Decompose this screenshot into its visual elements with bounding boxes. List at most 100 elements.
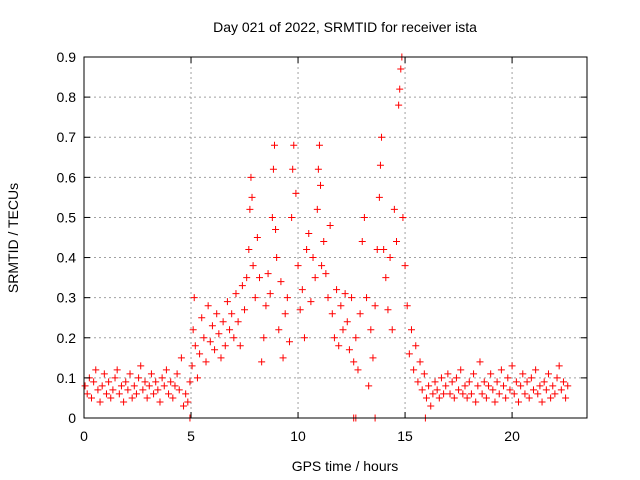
data-point bbox=[273, 254, 281, 262]
data-point bbox=[122, 378, 130, 386]
data-point bbox=[243, 274, 251, 282]
data-point bbox=[238, 282, 246, 290]
data-point bbox=[559, 378, 567, 386]
data-point bbox=[177, 354, 185, 362]
data-point bbox=[272, 225, 280, 233]
data-point bbox=[341, 290, 349, 298]
y-tick-label: 0.9 bbox=[57, 49, 77, 65]
data-point bbox=[328, 310, 336, 318]
data-point bbox=[433, 386, 441, 394]
data-point bbox=[446, 390, 454, 398]
data-point bbox=[314, 165, 322, 173]
data-point bbox=[396, 85, 404, 93]
data-point bbox=[90, 378, 98, 386]
data-point bbox=[480, 378, 488, 386]
data-point bbox=[467, 390, 475, 398]
data-point bbox=[437, 374, 445, 382]
data-point bbox=[200, 334, 208, 342]
data-point bbox=[120, 398, 128, 406]
data-point bbox=[264, 270, 272, 278]
data-point bbox=[382, 274, 390, 282]
data-point bbox=[470, 370, 478, 378]
data-point bbox=[309, 254, 317, 262]
data-point bbox=[196, 350, 204, 358]
data-point bbox=[141, 378, 149, 386]
y-tick-label: 0.1 bbox=[57, 370, 77, 386]
data-point bbox=[502, 394, 510, 402]
data-point bbox=[234, 318, 242, 326]
data-point bbox=[182, 390, 190, 398]
data-point bbox=[202, 358, 210, 366]
data-point bbox=[130, 382, 138, 390]
data-point bbox=[241, 306, 249, 314]
y-tick-labels: 0 0.1 0.2 0.3 0.4 0.5 0.6 0.7 0.8 0.9 bbox=[57, 49, 77, 426]
data-point bbox=[360, 213, 368, 221]
data-point bbox=[476, 358, 484, 366]
data-point bbox=[478, 390, 486, 398]
data-point bbox=[191, 342, 199, 350]
data-point bbox=[472, 398, 480, 406]
data-point bbox=[83, 390, 91, 398]
data-point bbox=[245, 246, 253, 254]
data-point bbox=[305, 229, 313, 237]
data-point bbox=[296, 306, 304, 314]
data-point bbox=[450, 394, 458, 402]
data-point bbox=[154, 386, 162, 394]
data-point bbox=[363, 294, 371, 302]
data-point bbox=[193, 374, 201, 382]
data-point bbox=[474, 382, 482, 390]
data-point bbox=[169, 394, 177, 402]
data-point bbox=[167, 378, 175, 386]
data-point bbox=[317, 181, 325, 189]
data-point bbox=[440, 390, 448, 398]
data-point bbox=[333, 286, 341, 294]
data-point bbox=[124, 386, 132, 394]
y-tick-label: 0 bbox=[68, 410, 76, 426]
data-point bbox=[397, 65, 405, 73]
data-point bbox=[371, 302, 379, 310]
data-point bbox=[399, 213, 407, 221]
data-point bbox=[335, 342, 343, 350]
data-point bbox=[137, 362, 145, 370]
data-point bbox=[506, 386, 514, 394]
data-point bbox=[150, 390, 158, 398]
data-point bbox=[322, 270, 330, 278]
data-point bbox=[431, 378, 439, 386]
data-point bbox=[96, 398, 104, 406]
data-point bbox=[158, 374, 166, 382]
data-point bbox=[279, 354, 287, 362]
data-point bbox=[289, 165, 297, 173]
data-point bbox=[401, 262, 409, 270]
data-point bbox=[427, 402, 435, 410]
data-point bbox=[435, 394, 443, 402]
data-point bbox=[87, 394, 95, 402]
data-point bbox=[226, 326, 234, 334]
data-point bbox=[390, 205, 398, 213]
data-point bbox=[337, 302, 345, 310]
data-point bbox=[497, 366, 505, 374]
data-point bbox=[551, 390, 559, 398]
data-point bbox=[373, 246, 381, 254]
data-point bbox=[557, 386, 565, 394]
data-point bbox=[162, 366, 170, 374]
data-point bbox=[246, 205, 254, 213]
data-point bbox=[508, 362, 516, 370]
data-point bbox=[313, 205, 321, 213]
data-point bbox=[512, 378, 520, 386]
data-point bbox=[384, 306, 392, 314]
data-point bbox=[500, 382, 508, 390]
data-point bbox=[221, 342, 229, 350]
plot-frame bbox=[83, 56, 588, 419]
data-point bbox=[326, 221, 334, 229]
data-point bbox=[198, 314, 206, 322]
chart-title: Day 021 of 2022, SRMTID for receiver ist… bbox=[213, 19, 477, 35]
data-point bbox=[547, 394, 555, 402]
data-point bbox=[283, 294, 291, 302]
data-point bbox=[128, 394, 136, 402]
data-point bbox=[348, 294, 356, 302]
data-point bbox=[81, 382, 89, 390]
x-tick-label: 10 bbox=[290, 428, 306, 444]
data-point bbox=[186, 378, 194, 386]
data-point bbox=[253, 234, 261, 241]
